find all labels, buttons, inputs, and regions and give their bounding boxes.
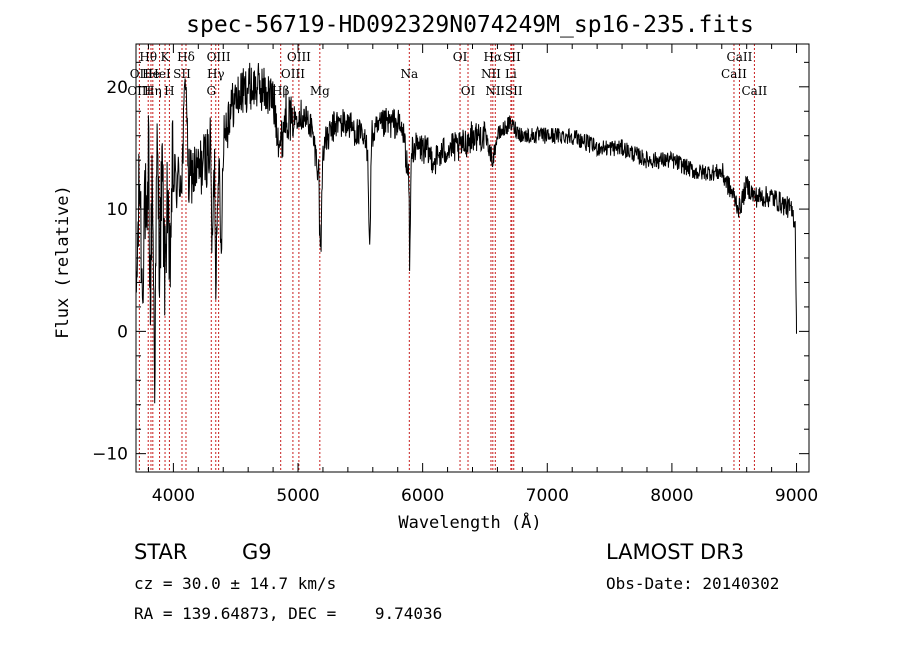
spectral-line-label: Hβ: [272, 84, 289, 98]
spectral-line-label: NII: [485, 84, 505, 98]
spectral-line-label: OIII: [127, 84, 151, 98]
spectral-line-label: Hγ: [207, 67, 225, 81]
x-tick-label: 7000: [526, 486, 569, 506]
spectral-line-label: H: [164, 84, 174, 98]
spectral-line-label: CaII: [741, 84, 767, 98]
spectral-line-label: G: [206, 84, 216, 98]
spectral-line-label: K: [161, 50, 171, 64]
object-subclass: G9: [242, 540, 272, 564]
y-axis-label: Flux (relative): [53, 185, 73, 339]
spectral-line-label: SII: [173, 67, 191, 81]
spectral-line-label: OIII: [207, 50, 231, 64]
spectral-line-label: Hθ: [139, 50, 157, 64]
x-tick-label: 9000: [775, 486, 818, 506]
x-tick-label: 6000: [401, 486, 444, 506]
spectral-line-label: OI: [461, 84, 476, 98]
spectral-line-label: OIII: [287, 50, 311, 64]
spectral-line-label: NII: [481, 67, 501, 81]
x-tick-label: 8000: [650, 486, 693, 506]
axis-ticks: 4000 5000 6000 7000 8000 9000 −10 0 10 20: [92, 44, 818, 506]
y-tick-label: 10: [106, 200, 128, 220]
x-tick-label: 5000: [276, 486, 319, 506]
spectral-line-label: He: [142, 67, 160, 81]
redshift-line: cz = 30.0 ± 14.7 km/s: [134, 574, 337, 593]
obs-date: Obs-Date: 20140302: [606, 574, 780, 593]
spectral-line-label: SII: [505, 84, 523, 98]
spectral-line-label: Hα: [484, 50, 503, 64]
spectral-line-label: Hδ: [177, 50, 195, 64]
chart-title: spec-56719-HD092329N074249M_sp16-235.fit…: [186, 12, 754, 38]
spectral-line-markers: [138, 44, 755, 472]
spectral-line-label: Hη: [144, 84, 162, 98]
coordinates-line: RA = 139.64873, DEC = 9.74036: [134, 604, 443, 623]
y-tick-label: 20: [106, 78, 128, 98]
spectral-line-label: Na: [400, 67, 418, 81]
x-tick-label: 4000: [152, 486, 195, 506]
y-tick-label: 0: [117, 322, 128, 342]
spectral-line-label: Mg: [310, 84, 330, 98]
y-tick-label: −10: [92, 445, 128, 465]
spectral-line-label: SII: [503, 50, 521, 64]
survey-name: LAMOST DR3: [606, 540, 745, 564]
spectrum-chart: spec-56719-HD092329N074249M_sp16-235.fit…: [53, 12, 818, 533]
spectral-line-label: CaII: [721, 67, 747, 81]
object-class: STAR: [134, 540, 188, 564]
spectral-line-label: CaII: [727, 50, 753, 64]
spectral-line-label: OII: [130, 67, 150, 81]
spectral-line-label: Li: [505, 67, 517, 81]
spectral-line-label: OI: [453, 50, 468, 64]
spectral-line-label: OIII: [281, 67, 305, 81]
spectral-line-labels: Hθ OII OIII He Hη K HeI H Hδ SII OIII Hγ G Hβ OIII OIII…: [127, 50, 767, 98]
spectrum-series-line: [135, 62, 797, 404]
spectral-line-label: HeI: [148, 67, 171, 81]
x-axis-label: Wavelength (Å): [398, 511, 541, 533]
